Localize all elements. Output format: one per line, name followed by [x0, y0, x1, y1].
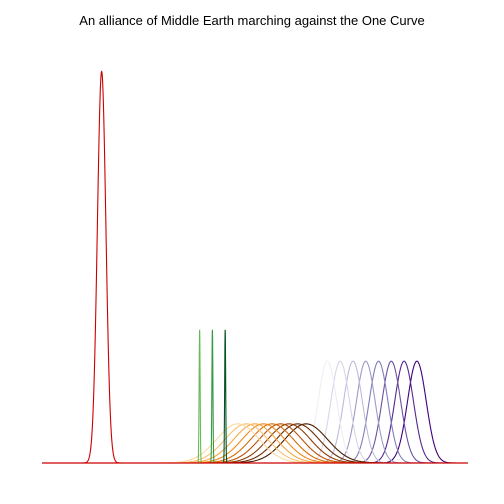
curve-elves-3: [222, 329, 228, 464]
curve-one-0: [80, 70, 123, 464]
chart-title: An alliance of Middle Earth marching aga…: [79, 13, 425, 28]
curve-elves-1: [197, 329, 203, 464]
curve-elves-2: [209, 329, 215, 464]
